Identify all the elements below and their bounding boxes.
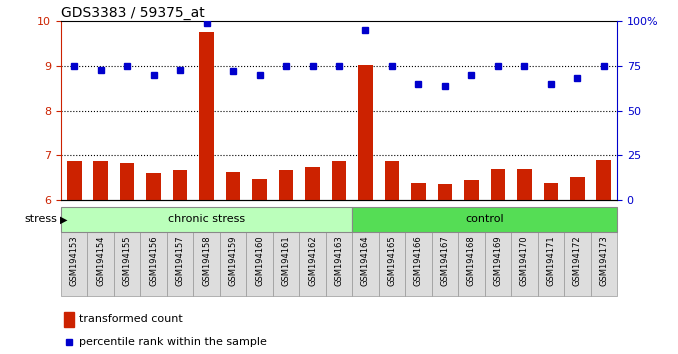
Bar xyxy=(411,183,426,200)
Bar xyxy=(199,33,214,200)
Bar xyxy=(273,232,299,296)
Text: GSM194168: GSM194168 xyxy=(467,235,476,286)
Bar xyxy=(61,232,87,296)
Bar xyxy=(114,232,140,296)
Bar xyxy=(87,232,114,296)
Bar xyxy=(325,232,353,296)
Text: GSM194155: GSM194155 xyxy=(123,235,132,286)
Bar xyxy=(226,172,241,200)
Text: ▶: ▶ xyxy=(60,215,68,224)
Bar xyxy=(94,161,108,200)
Bar xyxy=(299,232,325,296)
Bar xyxy=(353,232,379,296)
Bar xyxy=(379,232,405,296)
Bar xyxy=(305,167,320,200)
Bar xyxy=(384,161,399,200)
Bar xyxy=(246,232,273,296)
Text: GSM194171: GSM194171 xyxy=(546,235,555,286)
Text: GDS3383 / 59375_at: GDS3383 / 59375_at xyxy=(61,6,205,20)
Bar xyxy=(491,169,505,200)
Bar xyxy=(64,312,74,327)
Text: GSM194166: GSM194166 xyxy=(414,235,423,286)
Text: GSM194173: GSM194173 xyxy=(599,235,608,286)
Text: GSM194169: GSM194169 xyxy=(494,235,502,286)
Bar xyxy=(511,232,538,296)
Bar xyxy=(564,232,591,296)
Bar xyxy=(517,169,532,200)
Text: GSM194170: GSM194170 xyxy=(520,235,529,286)
Bar xyxy=(252,179,267,200)
Bar xyxy=(61,207,353,232)
Text: GSM194156: GSM194156 xyxy=(149,235,158,286)
Bar xyxy=(437,184,452,200)
Text: GSM194165: GSM194165 xyxy=(387,235,397,286)
Text: GSM194153: GSM194153 xyxy=(70,235,79,286)
Bar xyxy=(597,160,611,200)
Text: GSM194161: GSM194161 xyxy=(281,235,291,286)
Bar xyxy=(353,207,617,232)
Text: percentile rank within the sample: percentile rank within the sample xyxy=(79,337,266,347)
Bar xyxy=(140,232,167,296)
Bar xyxy=(570,177,584,200)
Text: GSM194159: GSM194159 xyxy=(228,235,237,286)
Text: GSM194158: GSM194158 xyxy=(202,235,211,286)
Bar xyxy=(279,170,294,200)
Text: control: control xyxy=(465,215,504,224)
Text: chronic stress: chronic stress xyxy=(168,215,245,224)
Text: stress: stress xyxy=(25,215,58,224)
Bar xyxy=(173,170,187,200)
Bar xyxy=(544,183,558,200)
Bar xyxy=(405,232,432,296)
Bar xyxy=(67,161,81,200)
Text: GSM194160: GSM194160 xyxy=(255,235,264,286)
Text: GSM194164: GSM194164 xyxy=(361,235,370,286)
Text: transformed count: transformed count xyxy=(79,314,182,325)
Text: GSM194172: GSM194172 xyxy=(573,235,582,286)
Bar xyxy=(458,232,485,296)
Text: GSM194162: GSM194162 xyxy=(308,235,317,286)
Bar xyxy=(464,180,479,200)
Text: GSM194163: GSM194163 xyxy=(334,235,344,286)
Bar xyxy=(120,163,134,200)
Bar xyxy=(591,232,617,296)
Bar xyxy=(358,65,373,200)
Bar xyxy=(220,232,246,296)
Bar xyxy=(485,232,511,296)
Bar xyxy=(332,161,346,200)
Bar xyxy=(167,232,193,296)
Bar xyxy=(146,173,161,200)
Bar xyxy=(432,232,458,296)
Text: GSM194167: GSM194167 xyxy=(441,235,450,286)
Text: GSM194154: GSM194154 xyxy=(96,235,105,286)
Bar xyxy=(538,232,564,296)
Text: GSM194157: GSM194157 xyxy=(176,235,184,286)
Bar xyxy=(193,232,220,296)
